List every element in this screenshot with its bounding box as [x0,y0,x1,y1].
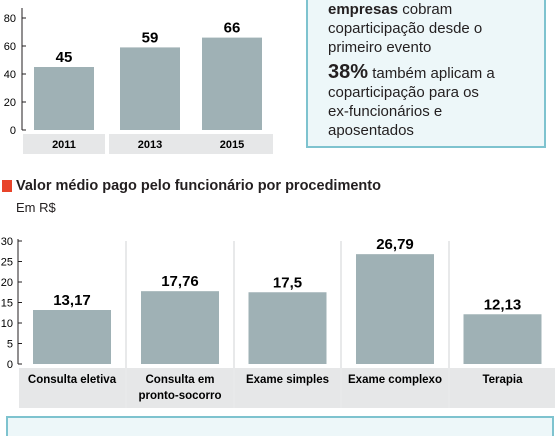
info-line-4: 38% também aplicam a [328,61,532,83]
y-tick-label: 40 [4,69,16,81]
info-percentage: 38% [328,61,369,83]
data-label: 12,13 [484,296,522,313]
x-tick-label: Exame simples [246,374,329,386]
category-band [19,368,125,408]
data-label: 13,17 [53,292,91,309]
x-tick-label: Consulta em [145,374,214,386]
category-band [342,368,448,408]
section-marker-square [2,180,12,192]
x-tick-label: 2013 [138,139,162,151]
category-band [23,134,105,154]
info-line-2: coparticipação desde o [328,20,483,37]
y-tick-label: 60 [4,41,16,53]
bar [463,314,542,364]
y-tick-label: 25 [1,257,13,269]
chart-subtitle: Em R$ [16,200,56,215]
x-tick-label: 2011 [52,139,76,151]
data-label: 59 [142,29,159,46]
x-tick-label: Exame complexo [348,374,442,386]
category-band [127,368,233,408]
info-line-6: ex-funcionários e aposentados [328,103,443,139]
y-tick-label: 15 [1,298,13,310]
info-text-tambem: também aplicam a [368,65,495,82]
info-strong-empresas: empresas [328,1,399,18]
bar [141,291,219,364]
data-label: 45 [56,49,73,66]
x-tick-label: pronto-socorro [138,390,221,402]
bar [33,310,111,364]
x-tick-label: Terapia [482,374,523,386]
bar [34,67,94,130]
x-tick-label: Consulta eletiva [28,374,117,386]
info-line-3: primeiro evento [328,39,432,56]
bar [356,254,434,364]
y-tick-label: 5 [7,339,13,351]
data-label: 17,76 [161,273,199,290]
info-line-5: coparticipação para os [328,84,479,101]
category-band [109,134,191,154]
info-box: empresas cobram coparticipação desde o p… [306,0,546,148]
y-tick-label: 0 [10,125,16,137]
data-label: 17,5 [273,274,302,291]
category-band [450,368,555,408]
chart-title: Valor médio pago pelo funcionário por pr… [16,178,381,194]
bar [202,37,262,130]
bottom-info-box [6,416,554,436]
bar [248,292,327,364]
info-text-cobram: cobram [398,1,453,18]
y-tick-label: 0 [7,359,13,371]
y-tick-label: 10 [1,318,13,330]
category-band [235,368,340,408]
category-band [191,134,273,154]
info-line-1: empresas cobram [328,0,532,19]
y-tick-label: 20 [4,97,16,109]
data-label: 26,79 [376,236,414,253]
top-bar-chart: 0 20 40 60 80 45 2011 59 2013 66 2015 [4,8,273,154]
bar [120,47,180,130]
y-tick-label: 80 [4,13,16,25]
y-tick-label: 20 [1,277,13,289]
x-tick-label: 2015 [220,139,244,151]
data-label: 66 [224,20,241,37]
y-tick-label: 30 [1,236,13,248]
